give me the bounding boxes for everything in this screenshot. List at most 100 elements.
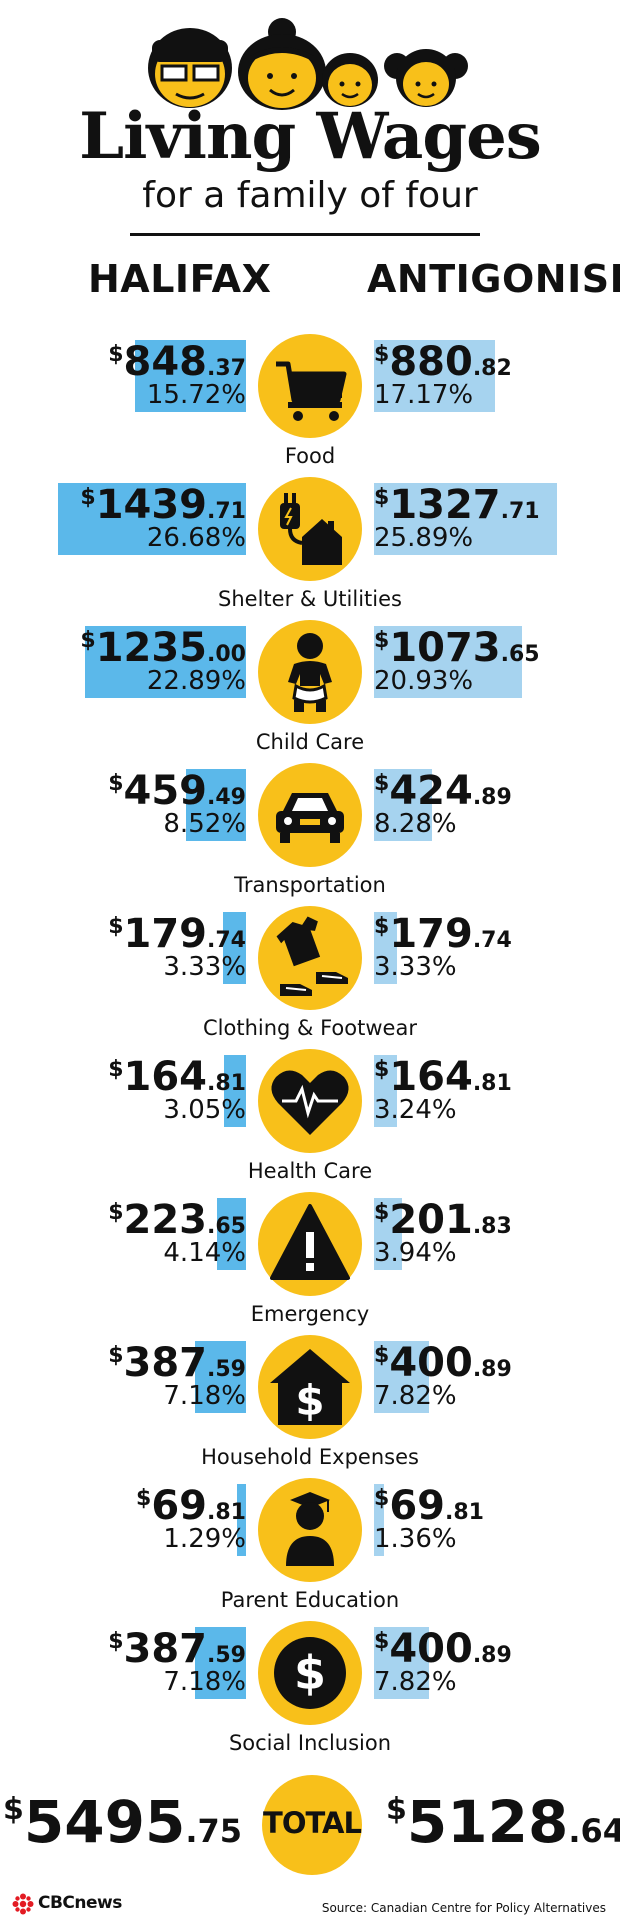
category-icon-circle: [258, 620, 362, 724]
girl-face-icon: [384, 49, 468, 107]
bar-antigonish: [374, 1627, 430, 1699]
category-row-social-inclusion: $387.59 7.18% $400.89 7.82% $ Social Inclusio…: [0, 1621, 620, 1757]
category-row-household-expenses: $387.59 7.18% $400.89 7.82% $ Household Expen…: [0, 1335, 620, 1471]
bar-halifax: [135, 340, 246, 412]
logo-text: CBCnews: [38, 1893, 122, 1913]
amount-halifax: $69.81: [136, 1483, 246, 1529]
bar-antigonish: [374, 340, 496, 412]
category-row-transportation: $459.49 8.52% $424.89 8.28% Transportation: [0, 763, 620, 899]
bar-halifax: [185, 769, 246, 841]
family-faces-illustration: [148, 18, 468, 110]
category-label: Health Care: [247, 1159, 373, 1183]
house-dollar-icon: $: [270, 1349, 350, 1425]
category-icon-circle: [258, 1049, 362, 1153]
percent-antigonish: 17.17%: [374, 380, 474, 410]
category-label: Transportation: [234, 873, 386, 897]
bar-antigonish: [374, 912, 398, 984]
bar-antigonish: [374, 1484, 384, 1556]
bar-halifax: [216, 1198, 246, 1270]
bar-antigonish: [374, 1198, 402, 1270]
svg-text:$: $: [294, 1646, 326, 1700]
percent-halifax: 1.29%: [163, 1524, 246, 1554]
warning-triangle-icon: [270, 1204, 350, 1280]
category-row-shelter-utilities: $1439.71 26.68% $1327.71 25.89% Shelter & Ut…: [0, 477, 620, 613]
category-row-parent-education: $69.81 1.29% $69.81 1.36% Parent Education: [0, 1478, 620, 1614]
category-row-food: $848.37 15.72% $880.82 17.17% Food: [0, 334, 620, 470]
bar-halifax: [195, 1341, 246, 1413]
clothing-icon: [276, 916, 348, 996]
percent-halifax: 3.05%: [163, 1095, 246, 1125]
bar-antigonish: [374, 769, 433, 841]
bar-halifax: [84, 626, 246, 698]
category-label: Social Inclusion: [228, 1731, 392, 1755]
amount-antigonish: $880.82: [374, 339, 512, 385]
percent-antigonish: 1.36%: [374, 1524, 457, 1554]
percent-halifax: 3.33%: [163, 952, 246, 982]
total-label: TOTAL: [263, 1806, 362, 1840]
amount-halifax: $223.65: [108, 1197, 246, 1243]
category-row-emergency: $223.65 4.14% $201.83 3.94% Emergency: [0, 1192, 620, 1328]
amount-antigonish: $400.89: [374, 1626, 512, 1672]
dollar-coin-icon: $: [274, 1637, 346, 1709]
bar-halifax: [224, 1055, 246, 1127]
category-row-health-care: $164.81 3.05% $164.81 3.24% Health Care: [0, 1049, 620, 1185]
amount-antigonish: $400.89: [374, 1340, 512, 1386]
cbc-news-logo: CBCnews: [12, 1893, 172, 1917]
category-icon-circle: [258, 1478, 362, 1582]
percent-antigonish: 7.82%: [374, 1667, 457, 1697]
percent-halifax: 15.72%: [146, 380, 246, 410]
category-label: Household Expenses: [201, 1445, 419, 1469]
page-subtitle: for a family of four: [142, 175, 478, 216]
graduate-icon: [286, 1492, 334, 1566]
bar-halifax: [236, 1484, 246, 1556]
category-icon-circle: $: [258, 1335, 362, 1439]
father-face-icon: [148, 28, 232, 108]
percent-halifax: 22.89%: [146, 666, 246, 696]
bar-antigonish: [374, 1341, 430, 1413]
category-label: Food: [284, 444, 336, 468]
boy-face-icon: [322, 53, 378, 107]
total-amount-halifax: $5495.75: [3, 1788, 242, 1856]
amount-antigonish: $179.74: [374, 911, 512, 957]
svg-text:$: $: [295, 1376, 324, 1425]
percent-antigonish: 3.24%: [374, 1095, 457, 1125]
bar-halifax: [195, 1627, 246, 1699]
percent-antigonish: 3.94%: [374, 1238, 457, 1268]
baby-icon: [288, 633, 332, 712]
city-label-halifax: HALIFAX: [88, 257, 272, 301]
amount-halifax: $459.49: [108, 768, 246, 814]
amount-antigonish: $69.81: [374, 1483, 484, 1529]
city-label-antigonish: ANTIGONISH: [367, 257, 620, 301]
percent-halifax: 7.18%: [163, 1381, 246, 1411]
page-title: Living Wages: [79, 99, 542, 174]
category-label: Parent Education: [220, 1588, 400, 1612]
amount-antigonish: $201.83: [374, 1197, 512, 1243]
amount-halifax: $179.74: [108, 911, 246, 957]
amount-antigonish: $1327.71: [374, 482, 540, 528]
percent-halifax: 8.52%: [163, 809, 246, 839]
category-icon-circle: $: [258, 1621, 362, 1725]
source-credit: Source: Canadian Centre for Policy Alter…: [321, 1901, 606, 1915]
bar-antigonish: [374, 483, 557, 555]
percent-halifax: 7.18%: [163, 1667, 246, 1697]
category-icon-circle: [258, 1192, 362, 1296]
percent-halifax: 4.14%: [163, 1238, 246, 1268]
car-icon: [276, 793, 344, 843]
amount-halifax: $387.59: [108, 1340, 246, 1386]
total-row: $5495.75 TOTAL $5128.64: [0, 1775, 620, 1875]
title-divider: [130, 233, 480, 236]
amount-halifax: $387.59: [108, 1626, 246, 1672]
category-icon-circle: [258, 334, 362, 438]
total-badge: [262, 1775, 362, 1875]
category-icon-circle: [258, 763, 362, 867]
house-plug-icon: [280, 493, 342, 565]
percent-antigonish: 25.89%: [374, 523, 474, 553]
amount-halifax: $1439.71: [80, 482, 246, 528]
amount-antigonish: $424.89: [374, 768, 512, 814]
bar-halifax: [57, 483, 246, 555]
category-row-child-care: $1235.00 22.89% $1073.65 20.93% Child Care: [0, 620, 620, 756]
category-label: Emergency: [250, 1302, 370, 1326]
amount-halifax: $164.81: [108, 1054, 246, 1100]
total-amount-antigonish: $5128.64: [386, 1788, 620, 1856]
percent-halifax: 26.68%: [146, 523, 246, 553]
